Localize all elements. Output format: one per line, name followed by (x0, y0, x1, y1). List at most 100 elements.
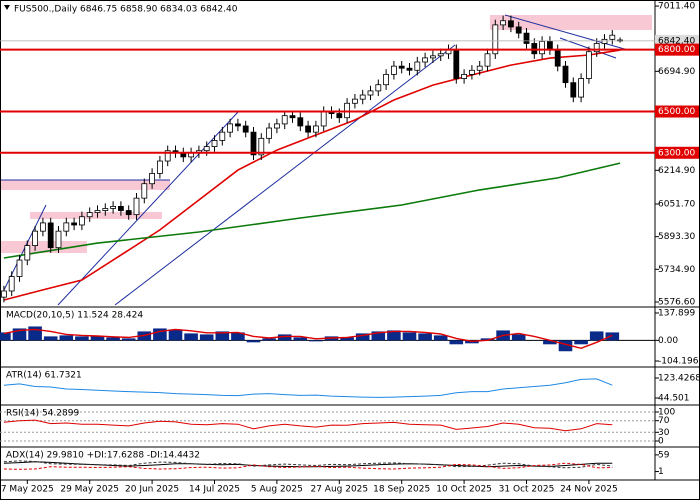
histogram-bar (59, 335, 74, 341)
x-tick-label: 29 May 2025 (60, 485, 119, 495)
candle-body (609, 34, 616, 40)
histogram-bar (277, 334, 292, 341)
candle-body (102, 208, 109, 211)
candle-body (515, 26, 522, 34)
x-tick-label: 5 Aug 2025 (251, 485, 303, 495)
level-box (655, 105, 699, 118)
x-tick-label: 27 Aug 2025 (310, 485, 368, 495)
y-tick-label: 1 (658, 467, 664, 477)
candle-body (281, 115, 288, 125)
y-tick-label: 5576.60 (658, 297, 695, 307)
histogram-bar (153, 328, 167, 341)
candle-body (63, 222, 70, 232)
candle-body (312, 125, 319, 133)
candle-body (125, 210, 132, 216)
indicator-line (3, 462, 613, 470)
histogram-bar (371, 331, 386, 341)
pane-title: RSI(14) 54.2899 (6, 409, 79, 419)
candle-body (429, 55, 436, 59)
histogram-bar (28, 326, 42, 341)
histogram-bar (0, 332, 11, 341)
histogram-bar (12, 328, 27, 341)
histogram-bar (402, 332, 417, 341)
candle-body (211, 140, 218, 147)
trend-line (504, 14, 629, 51)
candle-body (242, 125, 249, 133)
candle-body (468, 69, 475, 75)
level-label: 6800.00 (658, 45, 695, 55)
histogram-bar (75, 336, 89, 341)
candle-body (79, 216, 85, 226)
y-tick-label: 6051.70 (658, 199, 695, 209)
candle-body (141, 183, 148, 199)
y-tick-label: 30 (658, 428, 670, 438)
candle-body (507, 20, 514, 28)
y-tick-label: 123.4268 (658, 374, 700, 384)
candle-body (375, 84, 382, 92)
candle-body (437, 53, 444, 57)
histogram-bar (309, 340, 323, 342)
x-tick-label: 24 Nov 2025 (560, 485, 618, 495)
histogram-bar (558, 340, 573, 352)
candle-body (258, 137, 265, 156)
candle-body (422, 57, 429, 63)
candle-body (390, 65, 397, 75)
y-tick-label: 59 (658, 450, 670, 460)
candle-body (16, 259, 23, 277)
pane-title: MACD(20,10,5) 11.524 28.424 (6, 311, 143, 321)
pane-title: ATR(14) 61.7321 (6, 371, 82, 381)
level-box (655, 43, 699, 56)
candle-body (24, 245, 31, 261)
histogram-bar (231, 332, 245, 341)
level-label: 6500.00 (658, 107, 695, 117)
last-price-label: 6842.40 (658, 36, 695, 46)
histogram-bar (215, 331, 230, 341)
trend-line (57, 111, 239, 306)
candle-body (273, 123, 280, 129)
candle-body (156, 160, 163, 174)
histogram-bar (184, 333, 198, 341)
candle-body (266, 127, 273, 139)
y-tick-label: 6214.90 (658, 166, 695, 176)
y-tick-label: -104.196 (658, 357, 699, 367)
candle-body (414, 61, 421, 71)
y-tick-label: 0 (658, 436, 664, 446)
candle-body (250, 131, 257, 156)
x-tick-label: 31 Oct 2025 (499, 485, 555, 495)
x-tick-label: 10 Oct 2025 (436, 485, 492, 495)
candle-body (8, 276, 15, 292)
candle-body (344, 102, 351, 119)
candle-body (320, 111, 327, 127)
candle-body (367, 90, 374, 96)
indicator-line (3, 328, 613, 350)
candle-body (47, 222, 54, 249)
candle-body (586, 51, 592, 79)
histogram-bar (574, 340, 588, 345)
indicator-line (3, 460, 613, 469)
candle-body (406, 67, 413, 71)
y-tick-label: 5893.30 (658, 232, 695, 242)
histogram-bar (121, 338, 136, 341)
y-tick-label: 44.501 (658, 394, 690, 404)
candle-body (539, 40, 545, 55)
y-tick-label: 5734.90 (658, 265, 695, 275)
zone (0, 241, 87, 253)
candle-body (0, 290, 7, 298)
candle-body (476, 65, 483, 71)
histogram-bar (168, 329, 183, 341)
candle-body (398, 65, 405, 69)
histogram-bar (246, 340, 261, 343)
candle-body (40, 222, 46, 232)
pane-title: ADX(14) 29.9810 +DI:17.6288 -DI:14.4432 (6, 451, 200, 461)
candle-body (297, 117, 304, 127)
histogram-bar (387, 330, 401, 341)
candle-body (234, 123, 241, 127)
candle-body (383, 73, 390, 86)
y-tick-label: 137.899 (658, 308, 695, 318)
pane-title: FUS500.,Daily 6846.75 6858.90 6834.03 68… (14, 5, 238, 15)
candle-body (133, 197, 140, 216)
candle-body (554, 49, 561, 67)
candle-body (149, 173, 156, 185)
x-tick-label: 20 Jun 2025 (125, 485, 179, 495)
